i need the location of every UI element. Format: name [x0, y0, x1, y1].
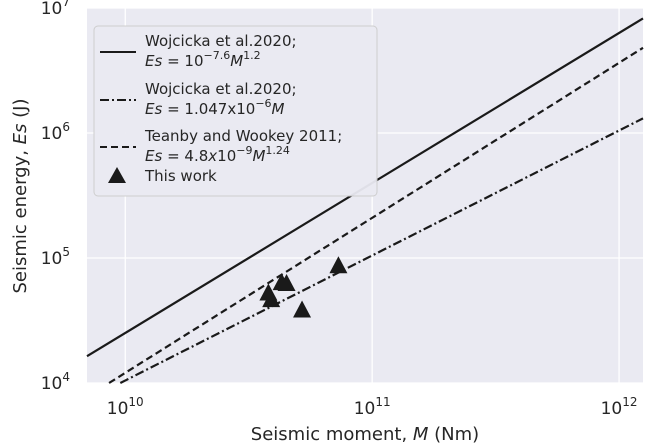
- data-point-4: [293, 300, 312, 318]
- y-tick-label-2: 106: [41, 120, 70, 144]
- y-tick-labels: 104 105 106 107: [41, 0, 70, 394]
- legend-box: [93, 25, 378, 197]
- legend-label-2: Wojcicka et al.2020;: [145, 80, 297, 98]
- series-line-dashed: [108, 46, 644, 384]
- y-tick-label-1: 105: [41, 245, 70, 269]
- legend-formula-1: Es = 10−7.6M1.2: [145, 49, 261, 70]
- legend-handle-triangle: [108, 167, 126, 183]
- y-tick-label-0: 104: [41, 370, 70, 394]
- x-tick-labels: 1010 1011 1012: [107, 395, 638, 419]
- x-tick-label-1: 1011: [354, 395, 391, 419]
- legend-formula-3: Es = 4.8x10−9M1.24: [145, 144, 290, 165]
- data-points: [259, 256, 348, 318]
- data-point-3: [277, 273, 296, 291]
- data-point-1: [262, 290, 281, 308]
- legend-formula-2: Es = 1.047x10−6M: [145, 97, 285, 118]
- legend: Wojcicka et al.2020; Es = 10−7.6M1.2 Woj…: [93, 25, 378, 197]
- y-tick-label-3: 107: [41, 0, 70, 19]
- x-axis-label: Seismic moment, M (Nm): [251, 424, 479, 445]
- legend-label-3: Teanby and Wookey 2011;: [144, 127, 342, 145]
- data-point-5: [329, 256, 348, 274]
- y-axis-label: Seismic energy, Es (J): [10, 98, 31, 293]
- legend-label-4: This work: [144, 167, 217, 185]
- legend-label-1: Wojcicka et al.2020;: [145, 32, 297, 50]
- x-tick-label-2: 1012: [601, 395, 638, 419]
- series-line-dashdot: [119, 117, 644, 384]
- x-tick-label-0: 1010: [107, 395, 144, 419]
